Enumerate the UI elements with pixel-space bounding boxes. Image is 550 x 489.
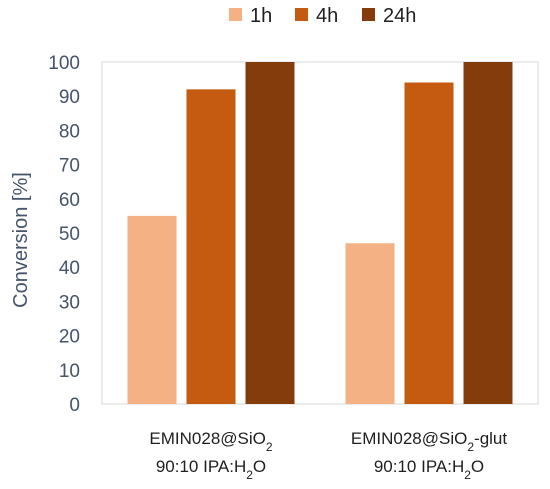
y-tick-label: 30	[59, 292, 80, 313]
bar-24h-1	[245, 62, 295, 404]
label-text: 90:10 IPA:H	[374, 457, 464, 476]
x-category-label: 90:10 IPA:H2O	[374, 457, 484, 482]
bars	[127, 62, 513, 405]
y-tick-label: 40	[59, 258, 80, 279]
y-axis-label: Conversion [%]	[10, 172, 32, 308]
legend-label-4h: 4h	[316, 5, 338, 27]
y-tick-label: 60	[59, 190, 80, 211]
x-category-label: 90:10 IPA:H2O	[156, 457, 266, 482]
label-text: EMIN028@SiO	[351, 429, 467, 448]
label-text: O	[253, 457, 266, 476]
y-axis-ticks: 0 10 20 30 40 50 60 70 80 90 100	[48, 53, 80, 416]
label-text: -glut	[474, 429, 507, 448]
y-tick-label: 0	[69, 395, 80, 416]
plot-area-frame	[101, 61, 539, 405]
label-text: O	[471, 457, 484, 476]
label-subscript: 2	[464, 468, 471, 482]
bar-1h-2	[345, 243, 395, 404]
y-tick-label: 70	[59, 156, 80, 177]
y-tick-label: 100	[48, 53, 80, 74]
y-tick-label: 90	[59, 87, 80, 108]
label-subscript: 2	[246, 468, 253, 482]
chart-legend: 1h 4h 24h	[229, 5, 416, 27]
label-subscript: 2	[266, 440, 273, 454]
legend-label-24h: 24h	[383, 5, 416, 27]
x-category-label: EMIN028@SiO2	[149, 429, 272, 454]
label-subscript: 2	[467, 440, 474, 454]
y-tick-label: 20	[59, 327, 80, 348]
bar-4h-1	[186, 89, 236, 405]
y-tick-label: 50	[59, 224, 80, 245]
x-category-label: EMIN028@SiO2-glut	[351, 429, 508, 454]
y-tick-label: 10	[59, 361, 80, 382]
bar-24h-2	[463, 62, 513, 404]
legend-swatch-24h	[362, 8, 375, 21]
legend-swatch-1h	[229, 8, 242, 21]
label-text: 90:10 IPA:H	[156, 457, 246, 476]
legend-label-1h: 1h	[250, 5, 272, 27]
bar-1h-1	[127, 215, 177, 404]
legend-swatch-4h	[295, 8, 308, 21]
bar-4h-2	[404, 82, 454, 405]
y-tick-label: 80	[59, 121, 80, 142]
label-text: EMIN028@SiO	[149, 429, 265, 448]
